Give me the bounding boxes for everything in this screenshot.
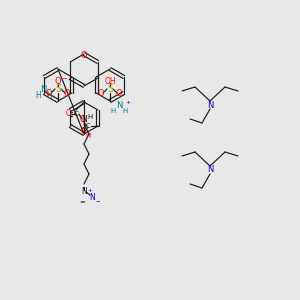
- Text: H: H: [46, 91, 52, 100]
- Text: H: H: [110, 108, 116, 114]
- Text: N: N: [116, 101, 122, 110]
- Text: N: N: [89, 193, 95, 202]
- Text: OH: OH: [104, 76, 116, 85]
- Text: H: H: [85, 133, 91, 139]
- Text: S: S: [55, 84, 61, 94]
- Text: N: N: [40, 85, 46, 94]
- Text: O: O: [66, 110, 72, 118]
- Text: N: N: [81, 188, 87, 196]
- Text: S: S: [107, 84, 113, 94]
- Text: −: −: [96, 199, 100, 203]
- Text: O: O: [55, 76, 61, 85]
- Text: O: O: [64, 89, 70, 98]
- Text: C: C: [85, 123, 90, 129]
- Text: O: O: [116, 89, 122, 98]
- Text: H: H: [87, 114, 93, 120]
- Text: O: O: [98, 89, 104, 98]
- Text: N: N: [207, 100, 213, 109]
- Text: C: C: [74, 111, 78, 117]
- Text: O: O: [81, 128, 87, 136]
- Text: −: −: [61, 76, 67, 82]
- Text: +: +: [125, 100, 130, 106]
- Text: N: N: [207, 166, 213, 175]
- Text: N: N: [81, 116, 87, 124]
- Text: H: H: [35, 91, 41, 100]
- Text: O: O: [80, 116, 86, 124]
- Text: O: O: [81, 50, 87, 59]
- Text: O: O: [46, 89, 52, 98]
- Text: =: =: [79, 199, 85, 205]
- Text: H: H: [122, 108, 128, 114]
- Text: +: +: [88, 188, 92, 193]
